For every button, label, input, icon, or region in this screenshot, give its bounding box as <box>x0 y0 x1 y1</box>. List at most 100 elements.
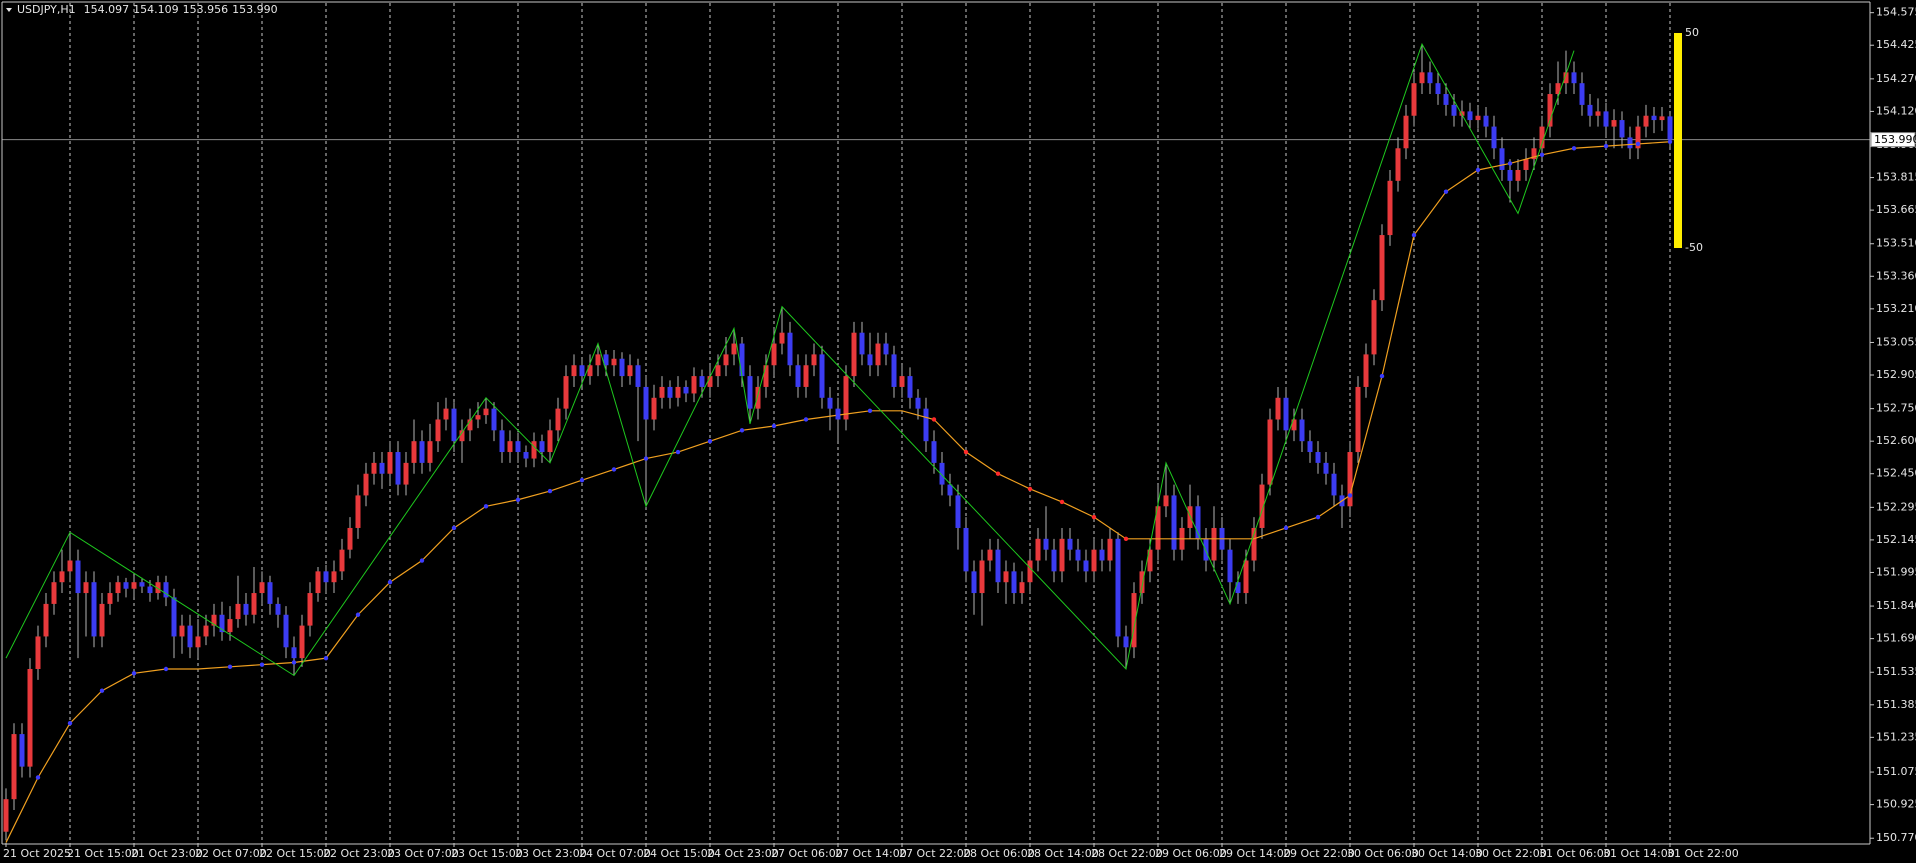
candle-body <box>827 397 833 409</box>
candle-body <box>1291 419 1297 431</box>
candle-body <box>1099 549 1105 561</box>
ma-dot <box>1059 499 1065 505</box>
x-tick-label: 24 Oct 23:00 <box>707 847 779 860</box>
current-price-box <box>1870 132 1916 148</box>
ma-dot <box>1571 146 1577 151</box>
candle-body <box>771 343 777 366</box>
candle-body <box>955 495 961 528</box>
x-tick-label: 30 Oct 22:00 <box>1475 847 1547 860</box>
candle-body <box>1107 538 1113 561</box>
ma-dot <box>387 580 393 585</box>
close-value: 153.990 <box>232 3 278 16</box>
x-tick-label: 24 Oct 15:00 <box>643 847 715 860</box>
candle-body <box>1299 419 1305 442</box>
candle-body <box>587 365 593 377</box>
candle-body <box>1563 72 1569 84</box>
candle-body <box>1491 126 1497 149</box>
candle-body <box>555 408 561 431</box>
ma-dot <box>707 438 713 444</box>
x-tick-label: 23 Oct 07:00 <box>387 847 459 860</box>
candle-body <box>1475 115 1481 121</box>
y-tick-label: 154.270 <box>1876 72 1916 85</box>
candle-body <box>1347 452 1353 507</box>
ma-dot <box>163 666 169 672</box>
y-tick-label: 151.385 <box>1876 698 1916 711</box>
candle-body <box>1451 104 1457 116</box>
candle-body <box>1147 549 1153 572</box>
candle-body <box>1043 538 1049 550</box>
y-tick-label: 152.750 <box>1876 402 1916 415</box>
ma-dot <box>1475 167 1481 173</box>
y-tick-label: 152.450 <box>1876 467 1916 480</box>
menu-arrow[interactable] <box>6 8 12 12</box>
candle-body <box>523 452 529 459</box>
candle-body <box>1243 560 1249 594</box>
ma-dot <box>451 525 457 531</box>
candle-body <box>891 354 897 387</box>
candle-body <box>1635 126 1641 149</box>
candle-body <box>931 441 937 463</box>
candle-body <box>875 343 881 366</box>
candle-body <box>251 593 257 615</box>
candle-body <box>1315 452 1321 463</box>
candle-body <box>707 376 713 387</box>
candle-body <box>859 332 865 355</box>
candle-body <box>387 452 393 474</box>
candle-body <box>899 376 905 387</box>
candle-body <box>1379 235 1385 301</box>
ma-dot <box>1091 514 1097 520</box>
candle-body <box>1659 116 1665 121</box>
candle-body <box>1059 538 1065 572</box>
candle-body <box>83 582 89 594</box>
candle-body <box>363 473 369 496</box>
x-tick-label: 28 Oct 14:00 <box>1027 847 1099 860</box>
candle-body <box>1643 115 1649 127</box>
candle-body <box>1267 419 1273 485</box>
candle-body <box>395 452 401 485</box>
ma-dot <box>867 408 873 414</box>
zigzag <box>5 42 1575 677</box>
ma-dot <box>1315 514 1321 520</box>
candle-body <box>1227 549 1233 583</box>
x-tick-label: 29 Oct 14:00 <box>1219 847 1291 860</box>
candle-body <box>755 386 761 409</box>
y-tick-label: 154.120 <box>1876 104 1916 117</box>
candle-body <box>595 354 601 366</box>
ma-dot <box>739 428 745 433</box>
candle-body <box>267 582 273 604</box>
candle-body <box>803 365 809 387</box>
candle-body <box>419 441 425 463</box>
candle-body <box>291 647 297 659</box>
candle-body <box>659 386 665 398</box>
candle-body <box>603 354 609 366</box>
candle-body <box>563 376 569 409</box>
y-tick-label: 154.575 <box>1876 6 1916 19</box>
open-value: 154.097 <box>84 3 130 16</box>
x-tick-label: 24 Oct 07:00 <box>579 847 651 860</box>
x-tick-label: 31 Oct 22:00 <box>1667 847 1739 860</box>
candle-body <box>355 495 361 528</box>
x-tick-label: 29 Oct 22:00 <box>1283 847 1355 860</box>
candle-body <box>635 365 641 387</box>
candle-body <box>811 354 817 366</box>
x-tick-label: 28 Oct 22:00 <box>1091 847 1163 860</box>
ma-dot <box>1635 141 1641 147</box>
candle-body <box>867 354 873 366</box>
x-tick-label: 29 Oct 06:00 <box>1155 847 1227 860</box>
candle-body <box>683 386 689 394</box>
candle-body <box>1627 137 1633 149</box>
candle-body <box>995 549 1001 583</box>
ma-dot <box>1283 525 1289 531</box>
candle-body <box>1427 72 1433 84</box>
candle-body <box>315 571 321 594</box>
candle-body <box>611 358 617 366</box>
high-value: 154.109 <box>133 3 179 16</box>
ma-dot <box>515 497 521 502</box>
candle-body <box>1515 169 1521 181</box>
candle-body <box>1651 115 1657 121</box>
candle-body <box>1163 495 1169 507</box>
candle-body <box>1595 111 1601 116</box>
candle-body <box>131 582 137 589</box>
candle-body <box>59 571 65 583</box>
